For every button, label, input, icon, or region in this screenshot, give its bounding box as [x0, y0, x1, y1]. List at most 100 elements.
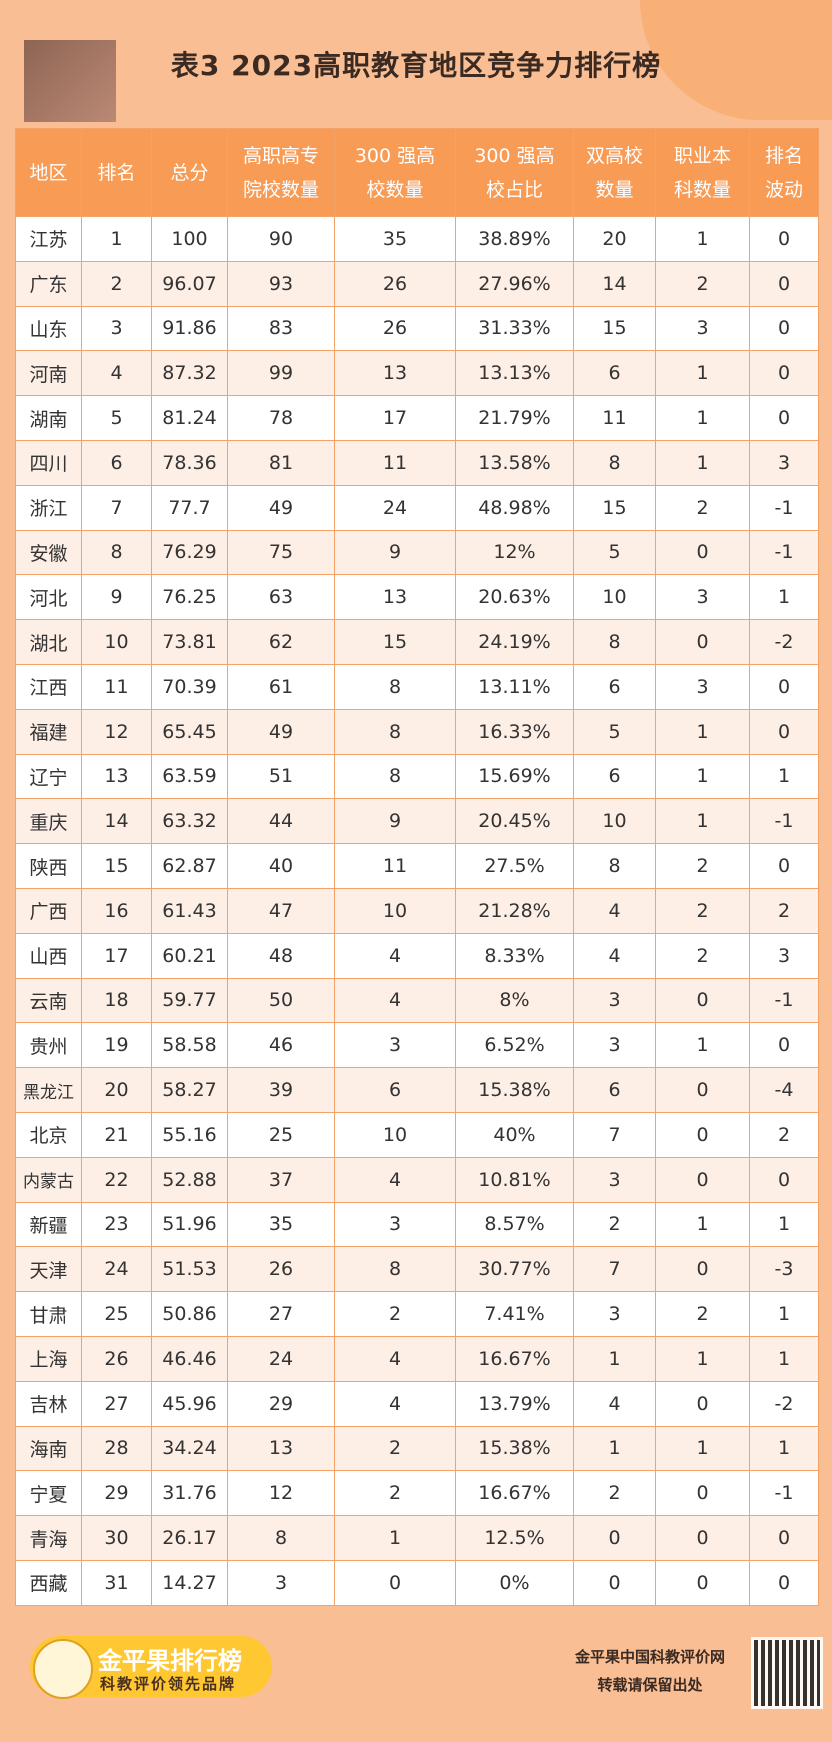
table-cell: 45.96 — [151, 1380, 228, 1427]
table-cell: 7 — [81, 484, 152, 531]
table-cell: 0 — [749, 305, 819, 352]
table-cell: 48.98% — [455, 484, 574, 531]
table-cell: 1 — [655, 798, 750, 845]
table-cell: 13 — [334, 574, 456, 621]
table-cell: 14 — [81, 798, 152, 845]
table-cell: 贵州 — [15, 1022, 82, 1069]
table-cell: 8 — [573, 619, 656, 665]
table-cell: 25 — [227, 1111, 335, 1158]
table-cell: 50.86 — [151, 1291, 228, 1337]
brand: 金平果排行榜 — [98, 1647, 242, 1675]
table-cell: 38.89% — [455, 216, 574, 262]
table-cell: -1 — [749, 1470, 819, 1517]
table-cell: 0 — [749, 350, 819, 397]
table-cell: 2 — [655, 1291, 750, 1337]
table-cell: 40 — [227, 843, 335, 889]
table-row: 北京 21 55.16 25 10 40% 7 0 2 — [15, 1111, 819, 1158]
table-cell: 58.58 — [151, 1022, 228, 1069]
table-cell: 0 — [749, 843, 819, 889]
table-cell: 1 — [655, 1425, 750, 1472]
table-cell: 上海 — [15, 1335, 82, 1382]
table-cell: 3 — [655, 663, 750, 710]
table-cell: 17 — [334, 395, 456, 441]
table-cell: 6 — [81, 439, 152, 486]
table-cell: 4 — [573, 1380, 656, 1427]
table-row: 河北 9 76.25 63 13 20.63% 10 3 1 — [15, 574, 819, 621]
header-cell: 排名 波动 — [749, 128, 819, 217]
table-cell: 9 — [334, 798, 456, 845]
table-cell: 福建 — [15, 708, 82, 755]
table-cell: 4 — [334, 1335, 456, 1382]
table-cell: 2 — [334, 1425, 456, 1472]
table-cell: 2 — [655, 484, 750, 531]
table-cell: 15.69% — [455, 753, 574, 800]
table-cell: 90 — [227, 216, 335, 262]
table-cell: 87.32 — [151, 350, 228, 397]
table-cell: 2 — [81, 260, 152, 307]
table-cell: 12% — [455, 529, 574, 576]
table-cell: 1 — [655, 350, 750, 397]
table-body: 江苏 1 100 90 35 38.89% 20 1 0 广东 2 96.07 93 26 27.96% 14… — [15, 216, 819, 1606]
site-name: 金平果中国科教评价网 — [574, 1648, 725, 1666]
table-cell: 9 — [334, 529, 456, 576]
header-line: 总分 — [170, 161, 209, 184]
table-cell: 8% — [455, 977, 574, 1024]
table-cell: 35 — [227, 1201, 335, 1248]
table-cell: 8.57% — [455, 1201, 574, 1248]
table-cell: 江苏 — [15, 216, 82, 262]
table-cell: 黑龙江 — [15, 1067, 82, 1113]
table-cell: 6 — [573, 1067, 656, 1113]
table-cell: -1 — [749, 484, 819, 531]
table-cell: 29 — [81, 1470, 152, 1517]
table-cell: 26 — [334, 260, 456, 307]
title: 表3 2023高职教育地区竞争力排行榜 — [170, 49, 662, 82]
table-cell: 16.67% — [455, 1335, 574, 1382]
table-cell: 13.13% — [455, 350, 574, 397]
table-cell: 15 — [334, 619, 456, 665]
table-cell: 58.27 — [151, 1067, 228, 1113]
table-cell: 30.77% — [455, 1246, 574, 1293]
table-cell: 云南 — [15, 977, 82, 1024]
table-cell: 73.81 — [151, 619, 228, 665]
table-cell: -3 — [749, 1246, 819, 1293]
table-cell: 12 — [227, 1470, 335, 1517]
table-row: 山东 3 91.86 83 26 31.33% 15 3 0 — [15, 305, 819, 352]
table-cell: 91.86 — [151, 305, 228, 352]
header-line: 高职高专 — [242, 144, 319, 167]
table-row: 陕西 15 62.87 40 11 27.5% 8 2 0 — [15, 843, 819, 889]
table-cell: 3 — [334, 1201, 456, 1248]
table-cell: 25 — [81, 1291, 152, 1337]
table-row: 安徽 8 76.29 75 9 12% 5 0 -1 — [15, 529, 819, 576]
table-cell: 8 — [334, 753, 456, 800]
table-cell: 6 — [573, 663, 656, 710]
table-cell: 27 — [227, 1291, 335, 1337]
table-cell: 3 — [81, 305, 152, 352]
table-cell: 11 — [81, 663, 152, 710]
table-cell: 10 — [573, 574, 656, 621]
logo-icon — [33, 1639, 93, 1699]
table-cell: 70.39 — [151, 663, 228, 710]
table-cell: 93 — [227, 260, 335, 307]
table-cell: 1 — [334, 1515, 456, 1561]
table-cell: 24.19% — [455, 619, 574, 665]
table-cell: 新疆 — [15, 1201, 82, 1248]
table-cell: 48 — [227, 932, 335, 979]
table-cell: 78.36 — [151, 439, 228, 486]
table-cell: 96.07 — [151, 260, 228, 307]
table-cell: 8 — [334, 663, 456, 710]
table-cell: 65.45 — [151, 708, 228, 755]
table-row: 宁夏 29 31.76 12 2 16.67% 2 0 -1 — [15, 1470, 819, 1517]
table-cell: 4 — [334, 977, 456, 1024]
table-cell: 10 — [573, 798, 656, 845]
table-cell: 77.7 — [151, 484, 228, 531]
table-cell: 20.45% — [455, 798, 574, 845]
table-cell: 15 — [81, 843, 152, 889]
table-cell: 山西 — [15, 932, 82, 979]
table-cell: 47 — [227, 887, 335, 934]
table-row: 西藏 31 14.27 3 0 0% 0 0 0 — [15, 1559, 819, 1606]
table-cell: 37 — [227, 1156, 335, 1203]
table-cell: 24 — [227, 1335, 335, 1382]
table-cell: 1 — [655, 1201, 750, 1248]
table-cell: 0 — [655, 529, 750, 576]
table-cell: 2 — [573, 1470, 656, 1517]
